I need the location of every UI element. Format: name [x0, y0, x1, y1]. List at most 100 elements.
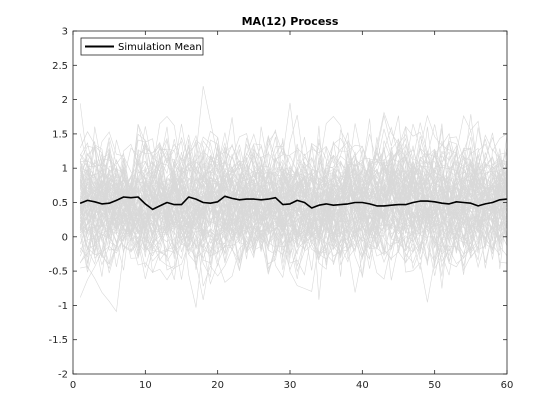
mean-line-layer — [79, 195, 508, 211]
x-axis: 0 10 20 30 40 50 60 — [70, 31, 514, 391]
mean-point — [470, 202, 472, 204]
mean-point — [231, 198, 233, 199]
chart-title: MA(12) Process — [242, 15, 339, 28]
simulation-path — [79, 144, 508, 264]
mean-point — [485, 203, 486, 205]
mean-point — [159, 205, 161, 207]
x-tick-label: 30 — [284, 380, 297, 391]
simulation-path — [79, 143, 508, 248]
mean-point — [383, 205, 385, 207]
mean-point — [427, 200, 428, 202]
x-tick-label: 60 — [501, 380, 514, 391]
mean-point — [434, 201, 436, 203]
mean-point — [463, 202, 464, 203]
y-tick-label: 0.5 — [52, 198, 68, 209]
mean-point — [174, 204, 175, 205]
mean-point — [253, 198, 255, 200]
y-axis: -2 -1.5 -1 -0.5 0 0.5 1 1.5 2 2.5 3 — [48, 27, 507, 381]
mean-point — [217, 201, 218, 203]
mean-point — [318, 204, 320, 206]
mean-point — [130, 197, 132, 198]
mean-point — [492, 202, 493, 203]
mean-point — [87, 200, 88, 201]
y-tick-label: 3 — [62, 27, 68, 38]
mean-point — [116, 200, 117, 201]
mean-line — [79, 195, 508, 211]
simulation-path — [79, 129, 508, 248]
mean-point — [448, 203, 450, 205]
y-tick-label: -1.5 — [48, 335, 68, 346]
legend: Simulation Mean — [80, 37, 204, 56]
y-tick-label: 2.5 — [52, 61, 68, 72]
mean-point — [152, 209, 153, 210]
mean-point — [79, 202, 81, 204]
simulation-path — [79, 115, 508, 270]
mean-point — [419, 200, 421, 202]
mean-point — [354, 202, 356, 203]
mean-point — [94, 201, 95, 203]
mean-point — [137, 196, 139, 198]
mean-point — [477, 205, 479, 207]
mean-point — [304, 202, 305, 203]
legend-label-simulation-mean: Simulation Mean — [118, 42, 202, 53]
y-tick-label: -1 — [58, 301, 68, 312]
simulation-path — [79, 141, 508, 263]
mean-point — [108, 202, 110, 204]
mean-point — [405, 204, 407, 205]
simulation-path — [80, 129, 508, 265]
x-tick-label: 40 — [356, 380, 369, 391]
x-tick-label: 50 — [428, 380, 441, 391]
mean-point — [441, 202, 443, 204]
mean-point — [101, 203, 103, 205]
simulation-path — [79, 120, 508, 273]
mean-point — [210, 202, 211, 204]
x-tick-label: 0 — [70, 380, 76, 391]
mean-point — [246, 198, 247, 200]
legend-box — [80, 37, 204, 56]
y-tick-label: -2 — [58, 370, 68, 381]
mean-point — [145, 203, 146, 205]
mean-point — [325, 203, 327, 205]
mean-point — [347, 203, 349, 205]
mean-point — [311, 207, 313, 209]
x-tick-label: 10 — [139, 380, 152, 391]
mean-point — [195, 198, 197, 200]
mean-point — [412, 202, 414, 203]
mean-point — [391, 204, 392, 206]
mean-point — [398, 204, 399, 205]
mean-point — [296, 200, 298, 201]
mean-point — [224, 196, 226, 197]
simulation-path — [79, 160, 508, 247]
mean-point — [282, 204, 284, 205]
mean-point — [499, 199, 501, 201]
mean-point — [340, 204, 341, 205]
y-tick-label: -0.5 — [48, 267, 68, 278]
mean-point — [260, 199, 262, 201]
mean-point — [188, 196, 189, 198]
simulation-path — [79, 126, 508, 259]
mean-point — [166, 202, 168, 203]
y-tick-label: 1.5 — [52, 129, 68, 140]
mean-point — [239, 199, 240, 201]
mean-point — [268, 198, 269, 200]
simulation-path — [80, 169, 508, 272]
simulation-lines — [79, 85, 508, 313]
mean-point — [123, 196, 124, 198]
mean-point — [333, 204, 334, 206]
mean-point — [362, 202, 363, 203]
y-tick-label: 1 — [62, 164, 68, 175]
mean-point — [456, 201, 457, 203]
y-tick-label: 2 — [62, 95, 68, 106]
mean-point — [202, 202, 204, 203]
mean-point — [181, 204, 182, 205]
mean-point — [369, 203, 370, 205]
mean-point — [289, 203, 291, 205]
simulation-path — [80, 123, 508, 268]
mean-point — [275, 197, 276, 198]
simulation-path — [79, 140, 508, 253]
mean-point — [376, 205, 378, 207]
simulation-path — [79, 126, 508, 252]
simulation-path — [79, 114, 508, 264]
